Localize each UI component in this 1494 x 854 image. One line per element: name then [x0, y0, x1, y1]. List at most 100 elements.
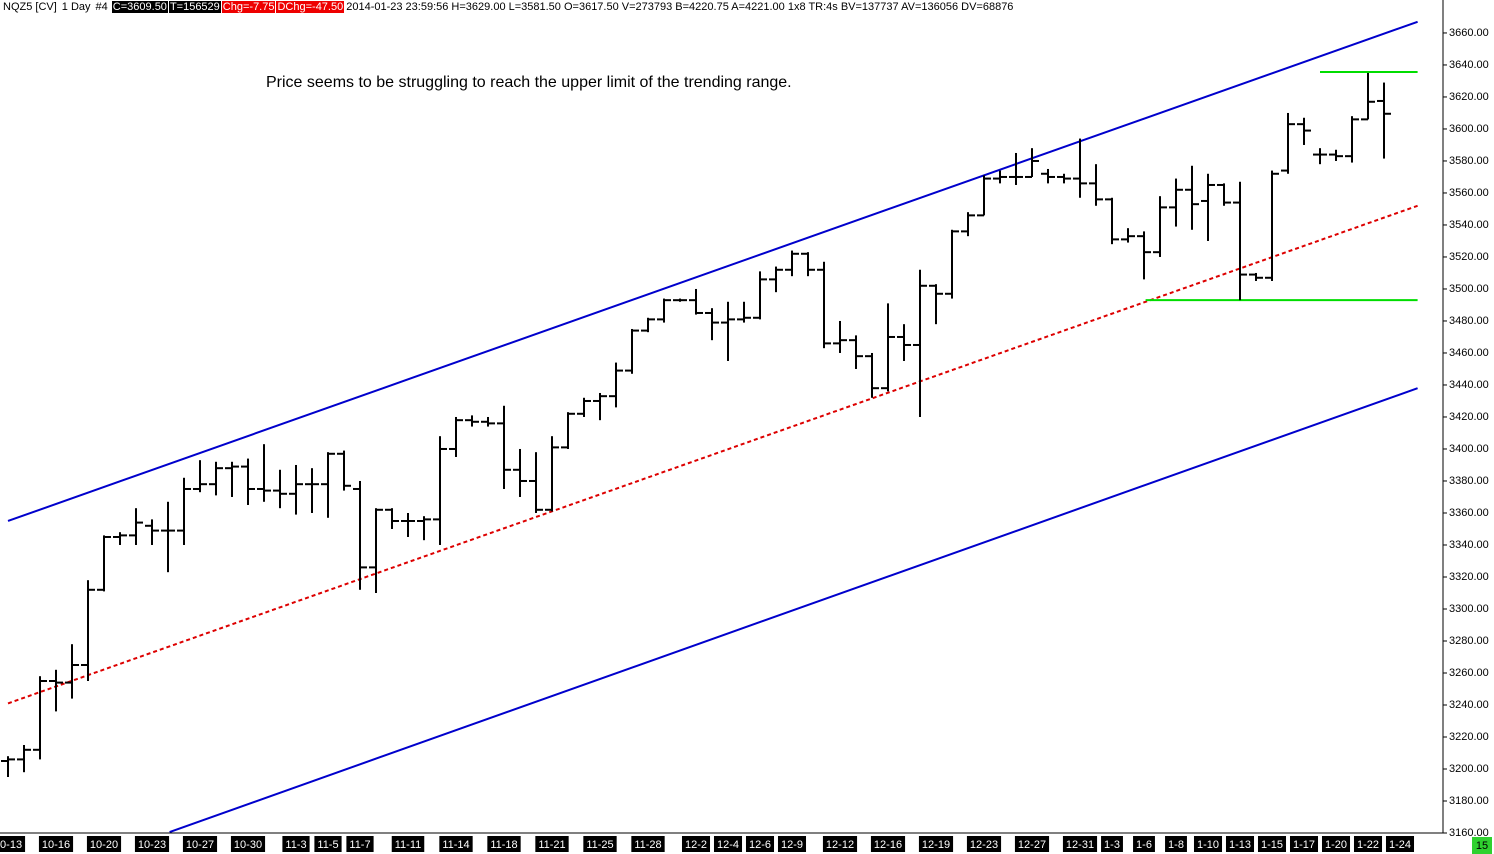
- x-tick-box: [1101, 836, 1123, 852]
- x-tick-box: [86, 836, 122, 852]
- y-tick-label: 3480.00: [1449, 315, 1489, 327]
- y-tick-label: 3520.00: [1449, 251, 1489, 263]
- x-tick-label: 12-4: [717, 839, 739, 851]
- y-tick-label: 3320.00: [1449, 571, 1489, 583]
- x-tick-box: [535, 836, 569, 852]
- y-tick-label: 3380.00: [1449, 475, 1489, 487]
- y-tick-label: 3240.00: [1449, 699, 1489, 711]
- axes: 3160.00 3180.00 3200.00 3220.00 3240.00 3260.…: [0, 27, 1489, 852]
- trendline: [7, 204, 1418, 705]
- x-tick-box: [777, 836, 807, 852]
- annotation: Price seems to be struggling to reach th…: [266, 74, 792, 91]
- x-tick-box: [1257, 836, 1287, 852]
- y-tick-label: 3220.00: [1449, 731, 1489, 743]
- x-tick-label: 10-13: [0, 839, 22, 851]
- x-tick-box: [918, 836, 954, 852]
- x-tick-box: [230, 836, 266, 852]
- y-tick-label: 3420.00: [1449, 411, 1489, 423]
- x-tick-label: 11-5: [317, 839, 338, 851]
- chart-number: #4: [95, 1, 108, 13]
- y-tick-label: 3260.00: [1449, 667, 1489, 679]
- x-tick-label: 12-12: [826, 839, 854, 851]
- x-tick-label: 11-18: [490, 839, 517, 851]
- trendline: [7, 20, 1418, 522]
- x-tick-label: 1-10: [1197, 839, 1219, 851]
- corner-label: 15: [1476, 840, 1488, 852]
- x-tick-label: 1-17: [1293, 839, 1315, 851]
- x-tick-label: 12-23: [970, 839, 998, 851]
- y-tick-label: 3400.00: [1449, 443, 1489, 455]
- x-tick-box: [713, 836, 743, 852]
- x-tick-label: 1-8: [1168, 839, 1184, 851]
- x-tick-label: 11-11: [395, 839, 422, 851]
- x-tick-box: [487, 836, 521, 852]
- x-tick-label: 10-16: [42, 839, 70, 851]
- x-tick-label: 1-6: [1136, 839, 1152, 851]
- x-tick-box: [346, 836, 374, 852]
- x-tick-label: 11-14: [442, 839, 469, 851]
- change-field: Chg=-7.75: [221, 1, 276, 13]
- x-tick-box: [1321, 836, 1351, 852]
- x-tick-box: [583, 836, 617, 852]
- x-tick-box: [1133, 836, 1155, 852]
- y-tick-label: 3640.00: [1449, 59, 1489, 71]
- x-tick-label: 1-24: [1389, 839, 1411, 851]
- x-tick-label: 12-16: [874, 839, 902, 851]
- x-tick-box: [1062, 836, 1098, 852]
- x-tick-box: [631, 836, 665, 852]
- x-tick-box: [0, 836, 26, 852]
- x-tick-box: [1385, 836, 1415, 852]
- period: 1 Day: [61, 1, 91, 13]
- x-tick-label: 10-30: [234, 839, 262, 851]
- x-tick-label: 12-31: [1066, 839, 1094, 851]
- y-tick-label: 3200.00: [1449, 763, 1489, 775]
- x-tick-label: 11-21: [538, 839, 565, 851]
- y-tick-label: 3540.00: [1449, 219, 1489, 231]
- y-tick-label: 3580.00: [1449, 155, 1489, 167]
- daily-change-field: DChg=-47.50: [276, 1, 345, 13]
- y-tick-label: 3440.00: [1449, 379, 1489, 391]
- trendline: [169, 387, 1418, 833]
- x-tick-label: 12-27: [1018, 839, 1046, 851]
- header: NQZ5 [CV] 1 Day #4 C=3609.50 T=156529 Chg=-7.…: [2, 1, 1017, 13]
- x-tick-box: [1193, 836, 1223, 852]
- x-tick-box: [391, 836, 425, 852]
- y-tick-label: 3600.00: [1449, 123, 1489, 135]
- x-tick-label: 12-9: [781, 839, 803, 851]
- x-tick-label: 12-19: [922, 839, 950, 851]
- x-tick-box: [134, 836, 170, 852]
- y-tick-label: 3660.00: [1449, 27, 1489, 39]
- x-tick-label: 11-3: [285, 839, 306, 851]
- close-field: C=3609.50: [111, 1, 168, 13]
- x-tick-label: 11-7: [349, 839, 370, 851]
- x-tick-label: 1-22: [1357, 839, 1379, 851]
- plot-area: [1, 20, 1418, 833]
- x-tick-label: 10-27: [186, 839, 214, 851]
- info-field: 2014-01-23 23:59:56 H=3629.00 L=3581.50 …: [346, 1, 1014, 13]
- x-tick-box: [282, 836, 310, 852]
- x-tick-box: [1289, 836, 1319, 852]
- x-tick-label: 10-20: [90, 839, 118, 851]
- x-tick-box: [1225, 836, 1255, 852]
- x-tick-box: [1353, 836, 1383, 852]
- y-tick-label: 3560.00: [1449, 187, 1489, 199]
- y-tick-label: 3460.00: [1449, 347, 1489, 359]
- x-tick-box: [870, 836, 906, 852]
- y-tick-label: 3620.00: [1449, 91, 1489, 103]
- x-tick-label: 1-13: [1229, 839, 1251, 851]
- corner-box: [1472, 837, 1492, 854]
- x-tick-box: [822, 836, 858, 852]
- x-tick-box: [314, 836, 342, 852]
- y-tick-label: 3300.00: [1449, 603, 1489, 615]
- symbol: NQZ5 [CV]: [3, 1, 57, 13]
- x-tick-box: [966, 836, 1002, 852]
- y-tick-label: 3360.00: [1449, 507, 1489, 519]
- x-tick-label: 12-2: [685, 839, 707, 851]
- x-tick-box: [681, 836, 711, 852]
- x-tick-box: [1165, 836, 1187, 852]
- x-tick-box: [1014, 836, 1050, 852]
- y-tick-label: 3500.00: [1449, 283, 1489, 295]
- x-tick-label: 1-20: [1325, 839, 1347, 851]
